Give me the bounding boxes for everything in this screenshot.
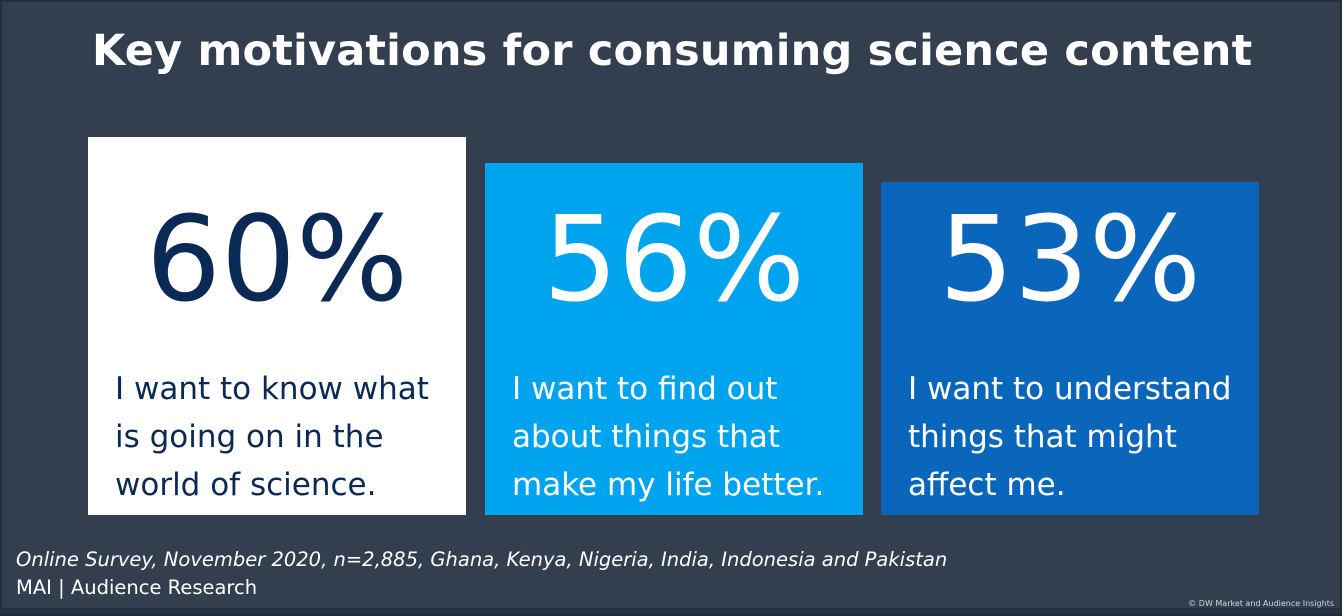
stat-value-1: 60% <box>145 190 409 328</box>
stat-card-1: 60% I want to know what is going on in t… <box>88 137 466 515</box>
stat-card-3: 53% I want to understand things that mig… <box>881 182 1259 515</box>
stat-description-3-line-3: affect me. <box>908 467 1066 503</box>
stat-description-2-line-3: make my life better. <box>512 467 825 503</box>
stat-description-1-line-2: is going on in the <box>115 419 384 455</box>
credit-note: MAI | Audience Research <box>16 576 258 599</box>
stat-description-1: I want to know what is going on in the w… <box>115 365 465 509</box>
stat-card-2: 56% I want to find out about things that… <box>485 163 863 515</box>
stat-description-1-line-3: world of science. <box>115 467 377 503</box>
stat-description-3-line-1: I want to understand <box>908 371 1232 407</box>
stat-description-2-line-2: about things that <box>512 419 780 455</box>
stat-description-2-line-1: I want to find out <box>512 371 778 407</box>
page-title: Key motivations for consuming science co… <box>92 26 1253 76</box>
stat-description-1-line-1: I want to know what <box>115 371 429 407</box>
stat-description-2: I want to find out about things that mak… <box>512 365 862 509</box>
stat-value-3: 53% <box>938 190 1202 328</box>
stat-value-2: 56% <box>542 190 806 328</box>
stat-description-3: I want to understand things that might a… <box>908 365 1258 509</box>
stat-description-3-line-2: things that might <box>908 419 1177 455</box>
copyright-note: © DW Market and Audience Insights <box>1188 599 1334 608</box>
source-note: Online Survey, November 2020, n=2,885, G… <box>16 548 948 571</box>
